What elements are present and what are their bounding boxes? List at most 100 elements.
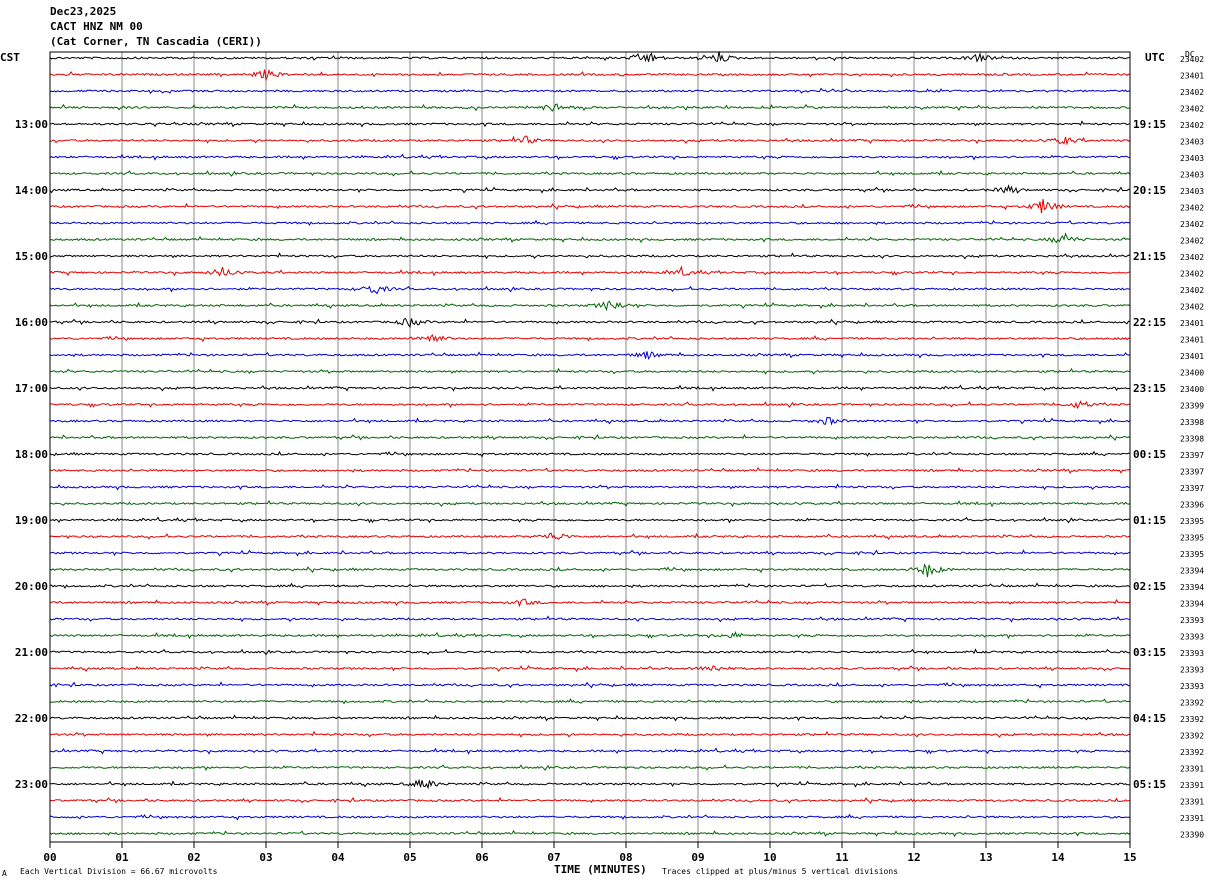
- corner-mark: A: [2, 869, 7, 878]
- dc-offset-label: 23402: [1180, 220, 1204, 229]
- seismic-trace: [49, 450, 1131, 458]
- seismic-trace: [49, 351, 1131, 360]
- right-timezone-label: UTC: [1145, 51, 1165, 64]
- dc-offset-label: 23403: [1180, 171, 1204, 180]
- cst-hour-label: 23:00: [15, 778, 48, 791]
- dc-offset-label: 23391: [1180, 814, 1204, 823]
- x-tick-label: 15: [1123, 851, 1136, 864]
- seismic-trace: [49, 582, 1131, 589]
- seismic-trace: [49, 265, 1131, 277]
- cst-hour-label: 17:00: [15, 382, 48, 395]
- plot-frame: [49, 51, 1131, 843]
- seismic-trace: [49, 747, 1131, 755]
- dc-offset-label: 23397: [1180, 468, 1204, 477]
- dc-offset-label: 23403: [1180, 154, 1204, 163]
- dc-header-label: DC: [1185, 50, 1195, 59]
- dc-offset-label: 23403: [1180, 187, 1204, 196]
- x-axis-title: TIME (MINUTES): [554, 863, 647, 876]
- dc-offset-label: 23395: [1180, 517, 1204, 526]
- seismic-trace: [49, 499, 1131, 508]
- seismic-trace: [49, 135, 1131, 146]
- seismic-trace: [50, 598, 1131, 608]
- dc-offset-label: 23400: [1180, 369, 1204, 378]
- seismic-trace: [49, 219, 1131, 226]
- x-tick-label: 13: [979, 851, 992, 864]
- seismic-trace: [49, 516, 1131, 524]
- dc-offset-label: 23402: [1180, 253, 1204, 262]
- utc-hour-label: 19:15: [1133, 118, 1166, 131]
- seismic-trace: [50, 665, 1131, 673]
- seismic-trace: [49, 68, 1130, 82]
- dc-offset-label: 23397: [1180, 451, 1204, 460]
- seismic-trace: [49, 615, 1131, 623]
- cst-hour-label: 21:00: [15, 646, 48, 659]
- utc-hour-label: 23:15: [1133, 382, 1166, 395]
- utc-hour-label: 05:15: [1133, 778, 1166, 791]
- clip-note: Traces clipped at plus/minus 5 vertical …: [662, 867, 898, 876]
- seismic-trace: [49, 169, 1131, 177]
- dc-offset-label: 23401: [1180, 72, 1204, 81]
- seismic-trace: [49, 87, 1131, 95]
- utc-hour-label: 00:15: [1133, 448, 1166, 461]
- seismic-trace: [49, 334, 1130, 343]
- header-location: (Cat Corner, TN Cascadia (CERI)): [50, 35, 262, 48]
- x-tick-label: 09: [691, 851, 704, 864]
- seismic-trace: [49, 285, 1131, 295]
- seismic-trace: [49, 400, 1131, 410]
- x-tick-label: 10: [763, 851, 776, 864]
- dc-offset-label: 23401: [1180, 336, 1204, 345]
- dc-offset-label: 23391: [1180, 765, 1204, 774]
- utc-hour-label: 01:15: [1133, 514, 1166, 527]
- seismic-trace: [49, 730, 1131, 738]
- seismic-trace: [49, 549, 1131, 557]
- dc-offset-label: 23397: [1180, 484, 1204, 493]
- x-tick-label: 08: [619, 851, 632, 864]
- cst-hour-label: 22:00: [15, 712, 48, 725]
- dc-offset-label: 23392: [1180, 748, 1204, 757]
- seismic-trace: [49, 416, 1131, 426]
- x-tick-label: 14: [1051, 851, 1065, 864]
- right-time-labels: 19:15 20:15 21:15 22:15 23:15 00:15 01:15 02:15…: [1133, 118, 1166, 791]
- dc-offset-label: 23400: [1180, 385, 1204, 394]
- seismic-trace: [49, 466, 1131, 474]
- dc-offset-label: 23395: [1180, 534, 1204, 543]
- dc-offset-label: 23402: [1180, 121, 1204, 130]
- dc-offset-label: 23402: [1180, 88, 1204, 97]
- dc-offset-label: 23394: [1180, 600, 1204, 609]
- dc-offset-label: 23393: [1180, 666, 1204, 675]
- x-axis-ticks: 00 01 02 03 04 05 06 07 08 09 10 11 12 13 14 15: [43, 842, 1137, 864]
- seismic-trace: [49, 184, 1131, 194]
- cst-hour-label: 19:00: [15, 514, 48, 527]
- seismic-trace: [49, 153, 1131, 161]
- dc-offset-label: 23395: [1180, 550, 1204, 559]
- cst-hour-label: 20:00: [15, 580, 48, 593]
- dc-offset-label: 23402: [1180, 55, 1204, 64]
- dc-offset-label: 23392: [1180, 699, 1204, 708]
- seismic-trace: [49, 648, 1131, 656]
- seismic-trace: [49, 433, 1131, 442]
- dc-offset-label: 23396: [1180, 501, 1204, 510]
- x-tick-label: 11: [835, 851, 849, 864]
- cst-hour-label: 16:00: [15, 316, 48, 329]
- dc-offset-label: 23402: [1180, 105, 1204, 114]
- dc-offset-label: 23402: [1180, 286, 1204, 295]
- seismic-trace: [49, 829, 1131, 837]
- seismic-trace: [49, 778, 1130, 790]
- dc-offset-label: 23390: [1180, 831, 1204, 840]
- x-tick-label: 03: [259, 851, 272, 864]
- x-tick-label: 12: [907, 851, 920, 864]
- seismic-trace: [49, 384, 1131, 392]
- seismic-trace: [49, 300, 1131, 312]
- seismic-trace: [49, 563, 1131, 578]
- header-station: CACT HNZ NM 00: [50, 20, 143, 33]
- x-tick-label: 00: [43, 851, 56, 864]
- seismic-trace: [49, 764, 1131, 771]
- x-tick-label: 05: [403, 851, 416, 864]
- seismic-trace: [49, 630, 1131, 640]
- seismic-trace: [49, 714, 1131, 722]
- seismic-trace: [49, 698, 1131, 705]
- dc-offset-label: 23402: [1180, 237, 1204, 246]
- seismic-traces: [49, 51, 1131, 837]
- dc-offset-label: 23402: [1180, 204, 1204, 213]
